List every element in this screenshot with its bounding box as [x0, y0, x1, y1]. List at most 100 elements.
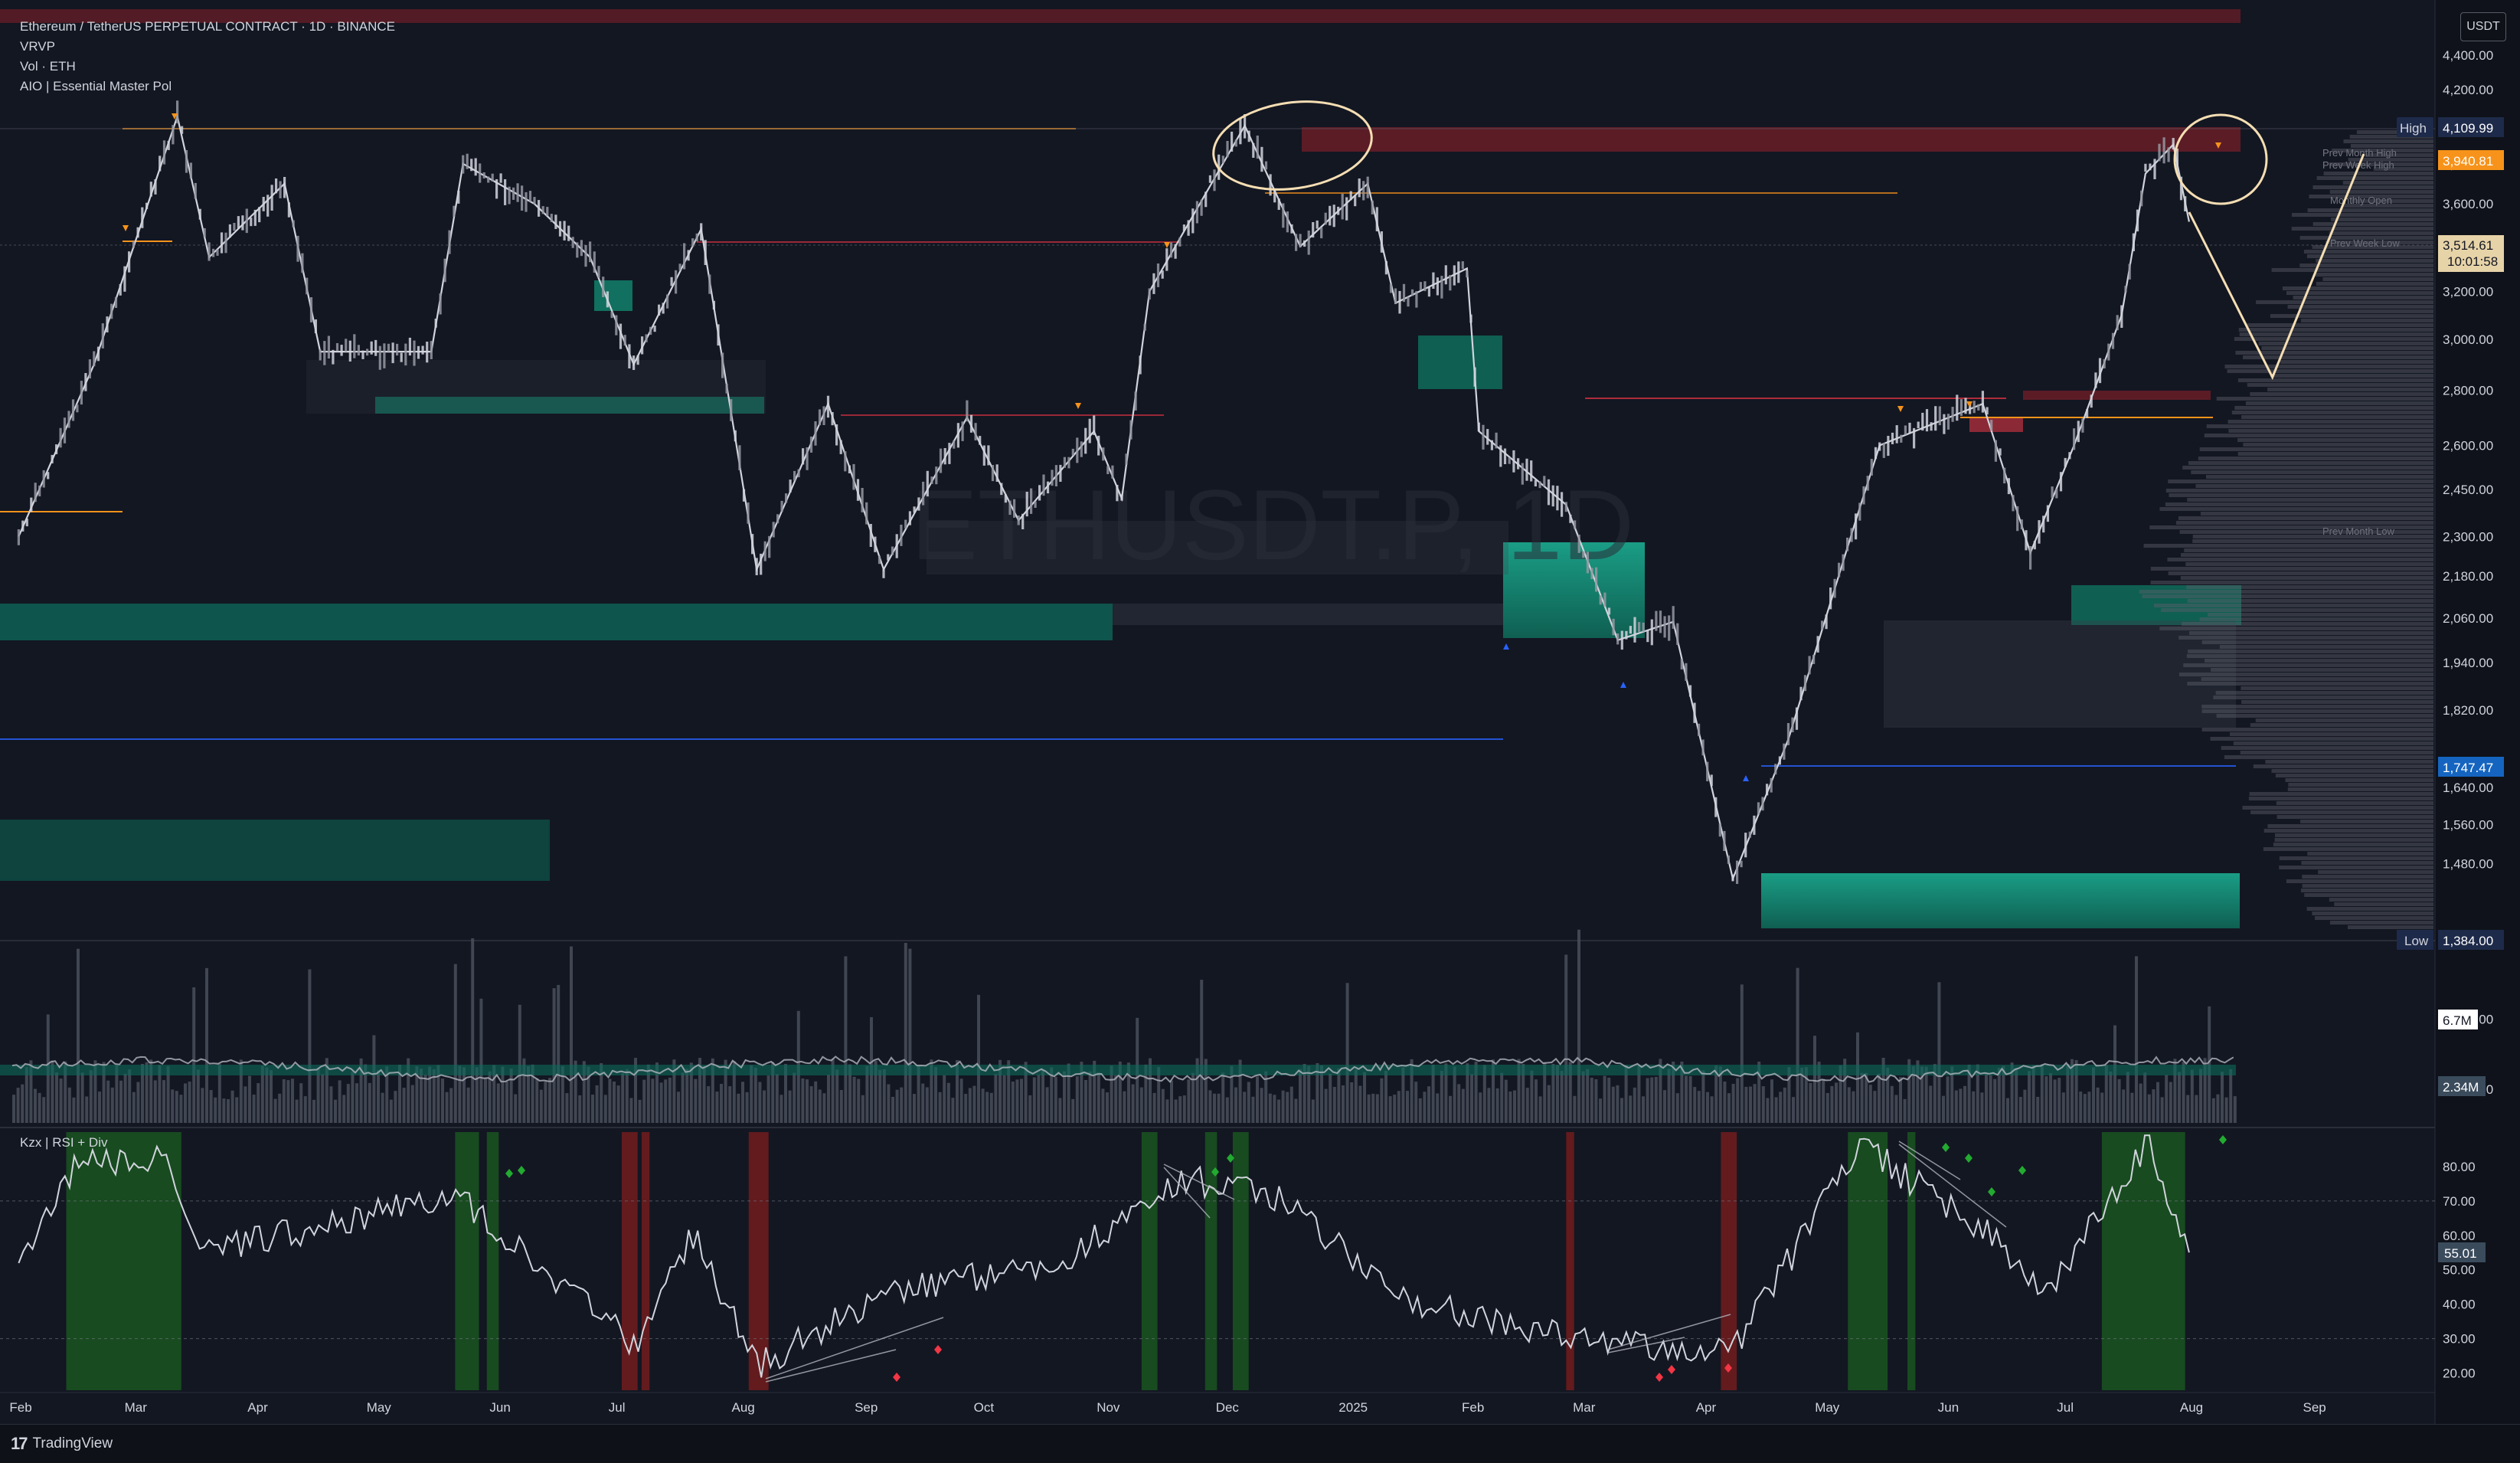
time-tick-label: May	[1815, 1400, 1840, 1415]
volume-bar	[1697, 1091, 1701, 1123]
volume-bar	[1418, 1098, 1422, 1123]
rsi-zone	[622, 1132, 638, 1390]
candle	[421, 345, 424, 355]
volume-bar	[2053, 1079, 2057, 1123]
volume-profile-row	[2159, 627, 2433, 630]
volume-bar	[732, 1061, 736, 1123]
blue-level-tag: 1,747.47	[2438, 757, 2504, 777]
candle	[1680, 659, 1683, 669]
volume-bar	[2044, 1076, 2048, 1123]
svg-text:Prev Week Low: Prev Week Low	[2330, 237, 2400, 249]
volume-bar	[587, 1066, 590, 1123]
volume-bar	[1980, 1092, 1984, 1123]
candle	[738, 445, 741, 470]
candle	[1556, 486, 1559, 511]
candle	[772, 522, 775, 538]
volume-profile-row	[2237, 378, 2433, 382]
volume-bar	[196, 1069, 200, 1123]
volume-profile-row	[2329, 190, 2433, 194]
candle	[1208, 175, 1211, 183]
volume-profile-row	[2180, 576, 2433, 580]
volume-bar	[153, 1080, 157, 1123]
volume-bar	[1217, 1093, 1221, 1123]
candle	[253, 209, 257, 226]
currency-button[interactable]: USDT	[2460, 12, 2506, 41]
candle	[1521, 463, 1524, 485]
candle	[636, 355, 639, 365]
candle	[123, 266, 126, 292]
candle	[1599, 595, 1602, 605]
candle	[597, 266, 600, 278]
volume-bar	[2036, 1097, 2040, 1123]
symbol-title[interactable]: Ethereum / TetherUS PERPETUAL CONTRACT ·…	[20, 19, 395, 34]
rsi-axis[interactable]: 80.00 70.00 60.00 50.00 40.00 30.00 20.00	[2443, 1160, 2476, 1381]
rsi-zone	[1233, 1132, 1249, 1390]
candle	[904, 519, 907, 529]
volume-bar	[943, 1075, 946, 1123]
volume-profile-row	[2273, 843, 2433, 846]
volume-profile-row	[2291, 227, 2433, 231]
candle	[835, 424, 838, 446]
candle	[1269, 174, 1272, 196]
candle	[2020, 519, 2023, 530]
brand-label: TradingView	[32, 1435, 113, 1452]
volume-profile-row	[2201, 705, 2433, 709]
indicator-vrvp[interactable]: VRVP	[20, 39, 55, 54]
candle	[571, 237, 574, 248]
indicator-aio[interactable]: AIO | Essential Master Pol	[20, 79, 172, 93]
time-axis[interactable]: Feb Mar Apr May Jun Jul Aug Sep Oct Nov Dec 2025 Feb…	[9, 1400, 2326, 1415]
candle	[1577, 535, 1580, 553]
volume-bar	[839, 1090, 843, 1123]
candle	[1362, 181, 1365, 201]
volume-bar	[1482, 1065, 1486, 1123]
candle	[149, 182, 152, 197]
candles	[17, 100, 2187, 884]
candle	[443, 258, 446, 283]
volume-bar	[110, 1087, 114, 1123]
volume-bar	[381, 1092, 384, 1123]
volume-bar	[1792, 1097, 1795, 1123]
candle	[961, 421, 964, 441]
volume-profile-row	[2216, 714, 2433, 718]
candle	[1139, 355, 1142, 375]
tradingview-brand[interactable]: 17 TradingView	[11, 1434, 113, 1454]
candle	[1887, 436, 1890, 457]
volume-bar	[552, 988, 556, 1123]
chart-legend[interactable]: Ethereum / TetherUS PERPETUAL CONTRACT ·…	[20, 17, 395, 97]
candle	[1698, 723, 1701, 736]
volume-profile-row	[2233, 741, 2433, 745]
rsi-levels	[0, 1200, 2435, 1340]
volume-profile-row	[2332, 149, 2433, 152]
volume-bar	[999, 1059, 1002, 1123]
volume-profile-row	[2242, 806, 2433, 810]
candle	[1477, 422, 1480, 431]
price-chart[interactable]: Prev Month High Prev Week High Monthly O…	[0, 0, 2520, 1425]
volume-profile-row	[2206, 475, 2433, 479]
indicator-volume[interactable]: Vol · ETH	[20, 59, 76, 74]
volume-bar	[1363, 1072, 1366, 1123]
volume-profile-row	[2188, 650, 2433, 653]
volume-bar	[925, 1087, 929, 1123]
candle	[2136, 209, 2139, 232]
rsi-indicator-title[interactable]: Kzx | RSI + Div	[20, 1135, 108, 1150]
volume-bar	[316, 1068, 320, 1123]
svg-text:High: High	[2400, 121, 2427, 136]
candle	[2033, 541, 2036, 550]
candle	[831, 412, 834, 426]
volume-bar	[561, 1065, 564, 1123]
volume-bar	[64, 1061, 67, 1123]
volume-bar	[1204, 1059, 1208, 1123]
volume-bar	[758, 1082, 762, 1123]
candle	[2140, 190, 2143, 207]
volume-profile-row	[2265, 760, 2433, 764]
candle	[132, 241, 135, 248]
time-tick-label: Sep	[2303, 1400, 2326, 1415]
rsi-tick-label: 30.00	[2443, 1332, 2476, 1347]
volume-bar	[664, 1079, 668, 1123]
volume-profile-row	[2331, 218, 2433, 221]
candle	[1770, 777, 1773, 793]
volume-bar	[453, 964, 457, 1123]
volume-bar	[445, 1092, 449, 1123]
volume-profile-row	[2263, 829, 2433, 833]
volume-bar	[1616, 1085, 1620, 1123]
